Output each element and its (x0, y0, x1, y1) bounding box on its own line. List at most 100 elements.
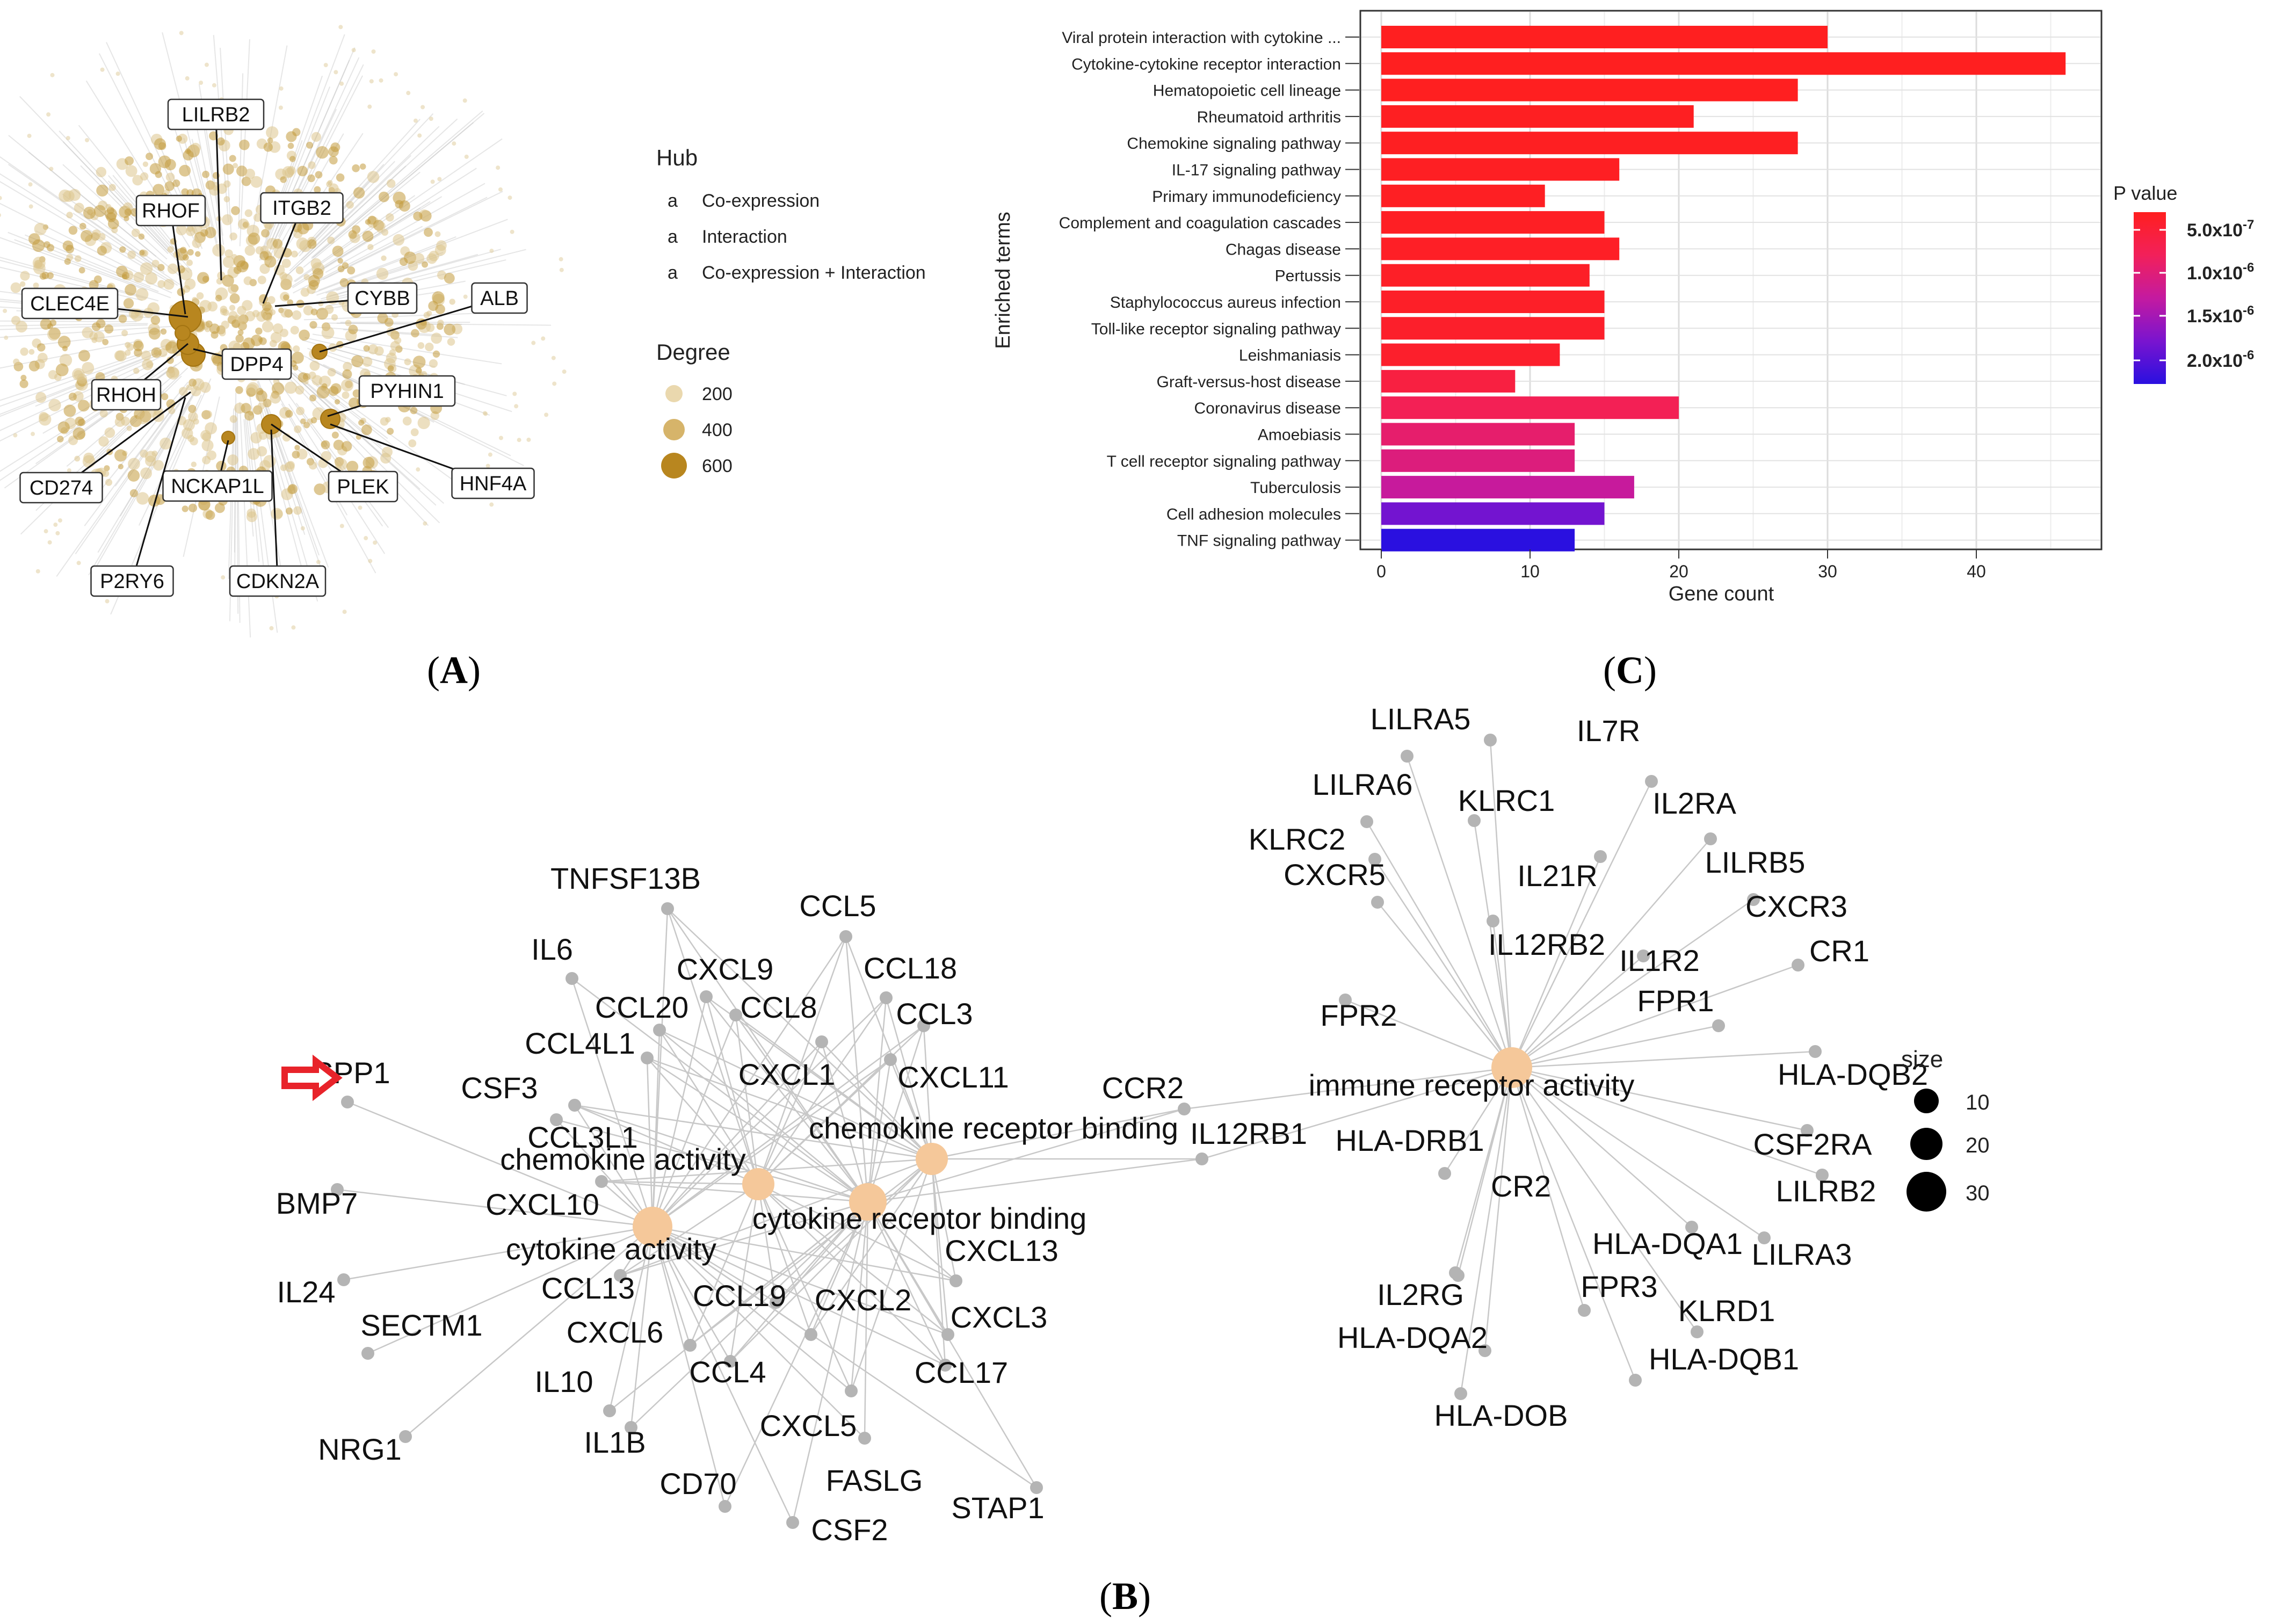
network-node (280, 176, 287, 183)
network-node (115, 71, 120, 76)
network-node (483, 411, 488, 416)
gene-label: IL2RG (1377, 1278, 1464, 1311)
bar (1381, 317, 1605, 340)
network-node (215, 294, 222, 302)
network-edge (312, 334, 502, 365)
network-edge (0, 156, 160, 269)
network-node (413, 211, 423, 221)
gene-label: KLRC1 (1458, 784, 1555, 817)
panel-letter-b: B (1112, 1575, 1138, 1618)
network-node (562, 369, 567, 374)
network-node (205, 510, 215, 520)
network-node (385, 417, 391, 423)
gene-label: CCL3 (896, 997, 973, 1031)
network-node (121, 330, 128, 337)
network-node (78, 418, 86, 426)
x-tick-labels: 0 10 20 30 40 (1376, 549, 1986, 581)
network-node (222, 274, 234, 287)
network-node (57, 518, 62, 523)
network-node (296, 448, 308, 460)
network-node (209, 323, 220, 334)
network-node (421, 105, 425, 110)
network-node (240, 261, 249, 270)
hub-label: CYBB (354, 287, 410, 310)
network-node (204, 62, 209, 67)
category-label: Chagas disease (1226, 241, 1341, 258)
network-node (428, 301, 439, 311)
network-node (552, 381, 557, 386)
network-node (179, 164, 191, 177)
gene-node (568, 1099, 581, 1112)
cnet-edge (810, 1201, 869, 1335)
gene-node (1801, 1124, 1814, 1137)
gene-node (858, 1432, 871, 1445)
hub-leader-line (131, 397, 186, 582)
network-node (63, 404, 76, 417)
gene-node (641, 1052, 654, 1064)
network-node (104, 324, 114, 334)
network-node (37, 352, 48, 363)
network-node (336, 463, 342, 469)
cnet-edge (666, 908, 869, 1202)
network-node (386, 213, 394, 222)
cnet-edge (758, 1183, 956, 1282)
network-node (151, 450, 158, 457)
network-node (386, 179, 396, 188)
gene-node (1368, 853, 1381, 866)
network-node (229, 232, 237, 241)
network-node (286, 131, 297, 142)
cnet-edge (574, 1104, 868, 1203)
gene-node (724, 1355, 737, 1368)
network-edge (323, 191, 503, 280)
gene-label: IL21R (1517, 859, 1597, 893)
network-edge (303, 171, 421, 268)
hub-label-box (21, 287, 119, 320)
gene-node (1704, 832, 1717, 845)
hub-legend-title: Hub (656, 145, 698, 170)
hub-label-box (167, 98, 265, 130)
network-node (125, 284, 137, 296)
network-node (59, 189, 71, 202)
network-node (28, 204, 33, 209)
network-node (321, 440, 330, 450)
gene-label: CR1 (1809, 934, 1869, 968)
network-node (163, 279, 175, 290)
network-edge (336, 322, 552, 326)
hub-label: PYHIN1 (370, 380, 444, 403)
color-legend-label: 1.0x10-6 (2187, 260, 2254, 284)
network-node (321, 326, 335, 339)
network-node (434, 231, 441, 237)
network-node (244, 209, 252, 218)
network-node (44, 529, 48, 534)
network-node (295, 385, 305, 395)
cnet-edge (1484, 1067, 1513, 1351)
network-node (257, 446, 267, 456)
bar (1381, 502, 1605, 525)
network-node (285, 381, 297, 394)
network-node (332, 245, 344, 257)
cnet-edge (1444, 1067, 1513, 1174)
network-node (223, 196, 230, 202)
network-edge (260, 86, 331, 260)
network-edge (162, 32, 219, 250)
network-node (381, 446, 393, 458)
network-node (314, 186, 321, 193)
network-node (444, 323, 456, 336)
network-node (283, 294, 289, 301)
network-node (295, 266, 304, 274)
cnet-edge (620, 1158, 932, 1277)
network-edge (93, 402, 191, 572)
network-node (49, 166, 54, 171)
cnet-edge (601, 1180, 868, 1203)
network-node (57, 336, 71, 349)
gene-label: CCL20 (595, 990, 688, 1024)
network-node (197, 272, 209, 284)
network-node (338, 25, 343, 30)
network-node (47, 323, 53, 330)
cnet-edges (337, 740, 1823, 1523)
cnet-edge (850, 1158, 933, 1391)
network-node (278, 105, 283, 110)
network-node (285, 410, 293, 418)
gene-node (1645, 775, 1658, 788)
network-edge (78, 125, 184, 256)
